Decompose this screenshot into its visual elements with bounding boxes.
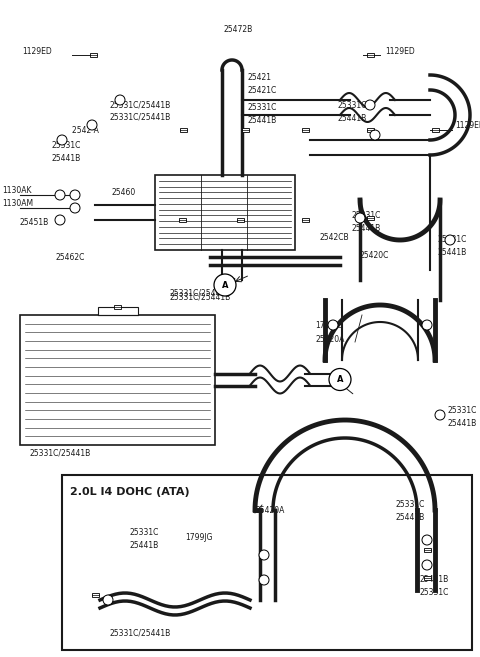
Circle shape [355,213,365,223]
Circle shape [55,190,65,200]
Text: 1130AK: 1130AK [2,186,32,195]
Text: 25441B: 25441B [248,116,277,125]
Bar [114,305,121,309]
Bar [20,315,215,445]
Text: 25531C/25441B: 25531C/25441B [110,100,171,109]
Circle shape [259,575,269,585]
Text: 1799JG: 1799JG [185,533,213,542]
Text: 25460: 25460 [112,188,136,197]
Text: A: A [337,375,343,384]
Bar [97,307,137,315]
Text: 25420A: 25420A [315,335,344,344]
Circle shape [370,130,380,140]
Text: 1129ED: 1129ED [22,47,52,57]
Text: A: A [222,281,228,290]
Circle shape [259,550,269,560]
Text: 25331C/25441B: 25331C/25441B [110,113,171,122]
Text: 25472B: 25472B [223,26,252,35]
Bar [179,217,185,223]
Bar [237,217,243,223]
Text: 2.0L I4 DOHC (ATA): 2.0L I4 DOHC (ATA) [70,487,190,497]
Text: 25421C: 25421C [248,86,277,95]
Text: 25441B: 25441B [352,224,381,233]
Bar [301,127,309,133]
Text: 25331C: 25331C [248,103,277,112]
Bar [180,127,187,133]
Bar [155,175,295,250]
Bar [301,217,309,223]
Bar [241,127,249,133]
Bar [62,475,472,650]
Bar [367,127,373,133]
Bar [367,53,373,57]
Text: 25441B: 25441B [420,575,449,584]
Circle shape [70,203,80,213]
Text: 25441B: 25441B [395,513,424,522]
Text: 25331C: 25331C [448,406,478,415]
Text: 25441B: 25441B [438,248,467,257]
Bar [92,593,98,597]
Circle shape [422,535,432,545]
Circle shape [115,95,125,105]
Text: 25331C: 25331C [420,588,449,597]
Text: 25451B: 25451B [20,218,49,227]
Circle shape [445,235,455,245]
Circle shape [328,320,338,330]
Text: 25420C: 25420C [360,251,389,260]
Text: 25331C/25441B: 25331C/25441B [30,448,91,457]
Text: 25331C/25441B: 25331C/25441B [169,293,230,302]
Circle shape [435,410,445,420]
Text: 1798JG: 1798JG [315,321,342,330]
Bar [367,215,373,221]
Text: 25441B: 25441B [130,541,159,550]
Text: 25331C/25441B: 25331C/25441B [169,288,230,297]
Bar [423,576,431,580]
Circle shape [57,135,67,145]
Text: 25441B: 25441B [338,114,367,123]
Text: 1129ED: 1129ED [455,121,480,130]
Text: 2542 A: 2542 A [72,126,99,135]
Circle shape [422,320,432,330]
Bar [89,53,96,57]
Circle shape [70,190,80,200]
Text: 1130AM: 1130AM [2,199,33,208]
Text: 1129ED: 1129ED [385,47,415,57]
Text: 25331C: 25331C [352,211,382,220]
Circle shape [103,595,113,605]
Bar [432,127,439,133]
Text: 25462C: 25462C [55,253,84,262]
Text: 25331C: 25331C [395,500,424,509]
Circle shape [87,120,97,130]
Text: 25441B: 25441B [52,154,81,163]
Text: 25331C: 25331C [52,141,82,150]
Circle shape [329,369,351,390]
Text: 25441B: 25441B [448,419,477,428]
Text: 25331C: 25331C [438,235,468,244]
Text: 25331C/25441B: 25331C/25441B [110,628,171,637]
Text: 25420A: 25420A [255,506,284,515]
Text: 2542CB: 2542CB [320,233,349,242]
Text: 25331C: 25331C [130,528,159,537]
Circle shape [214,274,236,296]
Circle shape [55,215,65,225]
Circle shape [365,100,375,110]
Text: 25331C: 25331C [338,101,367,110]
Circle shape [422,560,432,570]
Text: 25421: 25421 [248,73,272,82]
Bar [423,547,431,553]
